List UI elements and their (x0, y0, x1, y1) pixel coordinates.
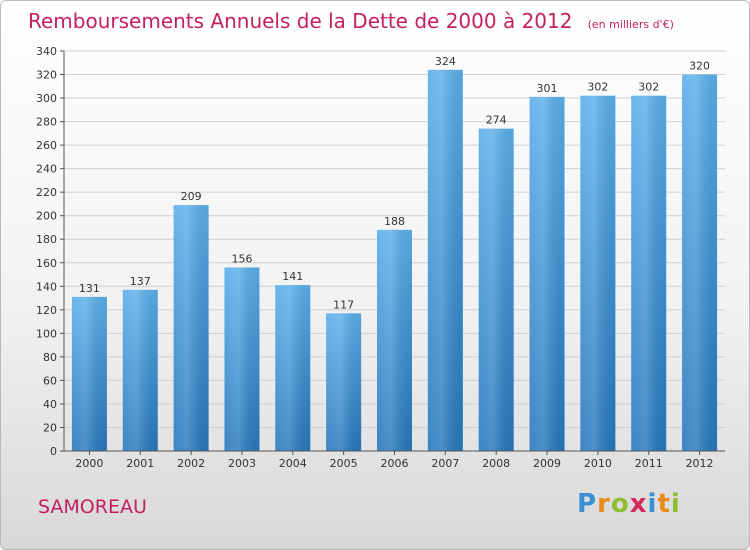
proxiti-logo: Proxiti (577, 489, 681, 519)
y-tick-label: 220 (36, 186, 57, 199)
chart-title-main: Remboursements Annuels de la Dette de 20… (28, 9, 573, 33)
bar-gloss (478, 128, 514, 451)
bar-value-label: 301 (537, 82, 558, 95)
bar-value-label: 324 (435, 55, 456, 68)
y-tick-label: 40 (43, 398, 57, 411)
bars: 131 137 209 156 141 117 188 324 274 301 302 302 320 (71, 55, 718, 452)
y-tick-label: 280 (36, 116, 57, 129)
y-tick-label: 80 (43, 351, 57, 364)
x-tick-label: 2005 (330, 457, 358, 470)
logo-letter: i (670, 489, 681, 519)
bar-value-label: 156 (231, 252, 252, 265)
x-tick-label: 2007 (431, 457, 459, 470)
x-tick-label: 2008 (482, 457, 510, 470)
bar-value-label: 274 (486, 114, 507, 127)
bar-value-label: 302 (587, 81, 608, 94)
commune-name: SAMOREAU (38, 496, 147, 518)
logo-letter: o (610, 489, 630, 519)
x-tick-label: 2010 (584, 457, 612, 470)
chart-title: Remboursements Annuels de la Dette de 20… (28, 9, 674, 33)
bar-gloss (122, 289, 158, 451)
bar-gloss (682, 74, 718, 451)
bar-gloss (580, 95, 616, 452)
x-axis-ticks: 2000 2001 2002 2003 2004 2005 2006 2007 2008 2009… (75, 451, 714, 470)
bar-gloss (275, 285, 311, 451)
y-tick-label: 0 (50, 445, 57, 458)
x-tick-label: 2012 (686, 457, 714, 470)
bar-value-label: 137 (130, 275, 151, 288)
y-tick-label: 300 (36, 92, 57, 105)
x-tick-label: 2004 (279, 457, 307, 470)
x-tick-label: 2002 (177, 457, 205, 470)
bar-gloss (326, 313, 362, 451)
bar-gloss (427, 69, 463, 451)
y-tick-label: 160 (36, 257, 57, 270)
y-tick-label: 120 (36, 304, 57, 317)
bar-value-label: 320 (689, 60, 710, 73)
y-tick-label: 320 (36, 69, 57, 82)
bar-value-label: 141 (282, 270, 303, 283)
x-tick-label: 2006 (381, 457, 409, 470)
logo-letter: x (629, 489, 648, 519)
y-tick-label: 60 (43, 374, 57, 387)
logo-letter: P (577, 489, 598, 519)
x-tick-label: 2009 (533, 457, 561, 470)
y-axis-ticks: 0 20 40 60 80 100 120 140 160 180 200 220 240 260 280 3… (36, 45, 64, 458)
logo-letter: r (597, 489, 611, 519)
y-tick-label: 340 (36, 45, 57, 58)
chart-title-unit: (en milliers d'€) (587, 18, 674, 31)
x-tick-label: 2000 (75, 457, 103, 470)
y-tick-label: 140 (36, 280, 57, 293)
bar-value-label: 117 (333, 298, 354, 311)
logo-letter: t (657, 489, 671, 519)
y-tick-label: 240 (36, 163, 57, 176)
bar-value-label: 188 (384, 215, 405, 228)
y-tick-label: 100 (36, 327, 57, 340)
bar-gloss (71, 296, 107, 451)
y-tick-label: 260 (36, 139, 57, 152)
bar-gloss (529, 96, 565, 451)
y-tick-label: 180 (36, 233, 57, 246)
logo-letter: i (647, 489, 658, 519)
bar-value-label: 209 (181, 190, 202, 203)
x-tick-label: 2011 (635, 457, 663, 470)
bar-gloss (631, 95, 667, 452)
x-tick-label: 2003 (228, 457, 256, 470)
bar-gloss (224, 267, 260, 451)
y-tick-label: 200 (36, 210, 57, 223)
bar-gloss (377, 229, 412, 451)
bar-value-label: 302 (638, 81, 659, 94)
x-tick-label: 2001 (126, 457, 154, 470)
bar-value-label: 131 (79, 282, 100, 295)
y-tick-label: 20 (43, 421, 57, 434)
bar-gloss (173, 205, 209, 451)
